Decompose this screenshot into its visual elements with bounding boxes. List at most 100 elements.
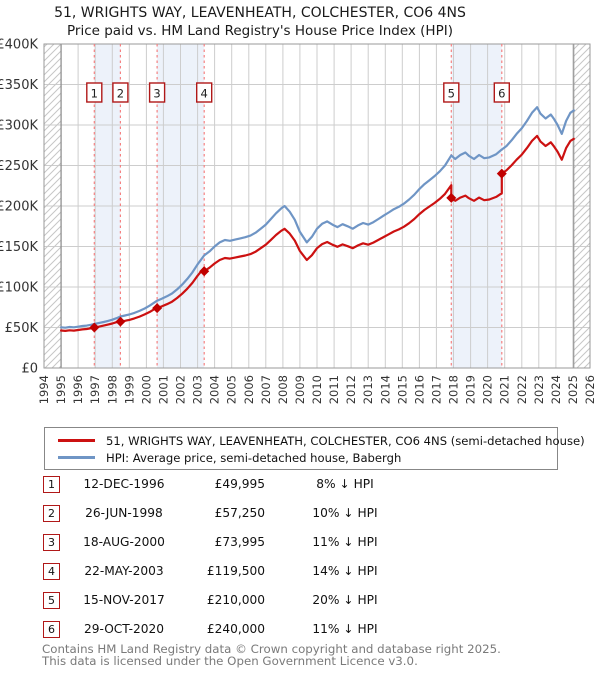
x-axis-label: 2000 bbox=[139, 375, 153, 404]
property-line-swatch bbox=[58, 439, 95, 442]
legend-label-property: 51, WRIGHTS WAY, LEAVENHEATH, COLCHESTER… bbox=[106, 433, 585, 448]
x-axis-label: 2023 bbox=[532, 375, 546, 404]
x-axis-label: 1995 bbox=[54, 375, 68, 404]
transaction-number-badge: 6 bbox=[43, 621, 60, 638]
sale-number-box bbox=[112, 82, 129, 103]
x-axis-label: 2002 bbox=[174, 375, 188, 404]
transaction-row: 3 18-AUG-2000 £73,995 11% ↓ HPI bbox=[0, 534, 600, 554]
x-axis-label: 1998 bbox=[105, 375, 119, 404]
x-axis-label: 2012 bbox=[344, 375, 358, 404]
y-axis-label: £350K bbox=[0, 78, 38, 93]
transaction-hpi-diff: 14% ↓ HPI bbox=[312, 564, 378, 578]
sale-marker bbox=[446, 192, 457, 203]
x-axis-label: 2019 bbox=[464, 375, 478, 404]
y-axis-label: £50K bbox=[5, 321, 39, 336]
no-data-hatch-right bbox=[573, 44, 590, 368]
transaction-number-badge: 3 bbox=[43, 534, 60, 551]
x-axis-label: 2009 bbox=[293, 375, 307, 404]
transaction-row: 6 29-OCT-2020 £240,000 11% ↓ HPI bbox=[0, 621, 600, 641]
license-footer: Contains HM Land Registry data © Crown c… bbox=[42, 642, 501, 668]
transaction-price: £119,500 bbox=[206, 564, 265, 578]
x-axis-label: 2005 bbox=[225, 375, 239, 404]
sale-marker bbox=[199, 266, 210, 277]
transaction-price: £49,995 bbox=[214, 477, 265, 491]
x-axis-label: 2024 bbox=[549, 375, 563, 404]
transaction-hpi-diff: 20% ↓ HPI bbox=[312, 593, 378, 607]
y-axis-label: £300K bbox=[0, 119, 38, 134]
x-axis-label: 1997 bbox=[88, 375, 102, 404]
x-axis-label: 2013 bbox=[361, 375, 375, 404]
hpi-line bbox=[60, 106, 575, 329]
sale-number-box bbox=[493, 82, 510, 103]
transaction-date: 22-MAY-2003 bbox=[84, 564, 164, 578]
transaction-number-badge: 5 bbox=[43, 592, 60, 609]
license-footer-line1: Contains HM Land Registry data © Crown c… bbox=[42, 642, 501, 656]
transaction-price: £73,995 bbox=[214, 535, 265, 549]
x-axis-label: 2010 bbox=[310, 375, 324, 404]
transaction-row: 2 26-JUN-1998 £57,250 10% ↓ HPI bbox=[0, 505, 600, 525]
y-axis-label: £100K bbox=[0, 281, 38, 296]
x-axis-label: 2003 bbox=[191, 375, 205, 404]
sale-number-label: 1 bbox=[91, 87, 98, 101]
chart-legend: 51, WRIGHTS WAY, LEAVENHEATH, COLCHESTER… bbox=[44, 427, 585, 470]
x-axis-label: 2004 bbox=[208, 375, 222, 404]
x-axis-label: 1999 bbox=[122, 375, 136, 404]
x-axis-label: 2021 bbox=[498, 375, 512, 404]
transaction-hpi-diff: 8% ↓ HPI bbox=[316, 477, 374, 491]
sale-number-box bbox=[148, 82, 166, 103]
transaction-date: 12-DEC-1996 bbox=[83, 477, 165, 491]
sale-number-label: 6 bbox=[498, 87, 505, 101]
sale-marker bbox=[115, 316, 126, 327]
x-axis-label: 2001 bbox=[156, 375, 170, 404]
plot-border bbox=[43, 43, 591, 369]
transaction-number-badge: 2 bbox=[43, 505, 60, 522]
transaction-hpi-diff: 11% ↓ HPI bbox=[312, 622, 378, 636]
x-axis-label: 2014 bbox=[378, 375, 392, 404]
transaction-price: £210,000 bbox=[206, 593, 265, 607]
page-title: 51, WRIGHTS WAY, LEAVENHEATH, COLCHESTER… bbox=[54, 5, 466, 21]
price-chart: 1 2 3 4 5 6 £0 £50K £100K £150K £200K £250K £300K £35… bbox=[0, 38, 597, 405]
x-axis-label: 2020 bbox=[481, 375, 495, 404]
sale-number-box bbox=[443, 82, 460, 103]
x-axis-label: 2022 bbox=[515, 375, 529, 404]
x-axis-label: 2018 bbox=[447, 375, 461, 404]
legend-item-hpi: HPI: Average price, semi-detached house,… bbox=[58, 449, 557, 466]
transaction-price: £240,000 bbox=[206, 622, 265, 636]
transaction-number-badge: 1 bbox=[43, 476, 60, 493]
transaction-hpi-diff: 10% ↓ HPI bbox=[312, 506, 378, 520]
transaction-date: 15-NOV-2017 bbox=[83, 593, 165, 607]
transaction-price: £57,250 bbox=[214, 506, 265, 520]
x-axis-label: 2008 bbox=[276, 375, 290, 404]
sale-number-label: 5 bbox=[448, 87, 455, 101]
x-axis-label: 2025 bbox=[566, 375, 580, 404]
x-axis-label: 2007 bbox=[259, 375, 273, 404]
x-axis-label: 2016 bbox=[412, 375, 426, 404]
x-axis-label: 2015 bbox=[395, 375, 409, 404]
transaction-hpi-diff: 11% ↓ HPI bbox=[312, 535, 378, 549]
sale-number-label: 4 bbox=[201, 87, 208, 101]
transaction-row: 4 22-MAY-2003 £119,500 14% ↓ HPI bbox=[0, 563, 600, 583]
x-axis-label: 2026 bbox=[583, 375, 597, 404]
sale-marker bbox=[152, 303, 163, 314]
x-axis-label: 1994 bbox=[37, 375, 51, 404]
page-subtitle: Price paid vs. HM Land Registry's House … bbox=[67, 23, 453, 39]
transaction-date: 29-OCT-2020 bbox=[83, 622, 165, 636]
y-axis-label: £0 bbox=[21, 362, 38, 377]
legend-item-property: 51, WRIGHTS WAY, LEAVENHEATH, COLCHESTER… bbox=[58, 432, 585, 449]
transaction-date: 18-AUG-2000 bbox=[83, 535, 165, 549]
sale-number-box bbox=[195, 82, 213, 103]
hpi-line-swatch bbox=[58, 456, 95, 459]
x-axis-label: 2011 bbox=[327, 375, 341, 404]
sale-number-label: 3 bbox=[153, 87, 160, 101]
sale-number-box bbox=[86, 82, 103, 103]
property-price-line bbox=[60, 134, 575, 332]
no-data-hatch-left bbox=[44, 44, 62, 368]
transaction-date: 26-JUN-1998 bbox=[85, 506, 163, 520]
transaction-row: 1 12-DEC-1996 £49,995 8% ↓ HPI bbox=[0, 476, 600, 496]
sale-number-label: 2 bbox=[117, 87, 124, 101]
transaction-row: 5 15-NOV-2017 £210,000 20% ↓ HPI bbox=[0, 592, 600, 612]
license-footer-line2: This data is licensed under the Open Gov… bbox=[42, 653, 418, 668]
y-axis-label: £250K bbox=[0, 159, 38, 174]
y-axis-label: £150K bbox=[0, 240, 38, 255]
